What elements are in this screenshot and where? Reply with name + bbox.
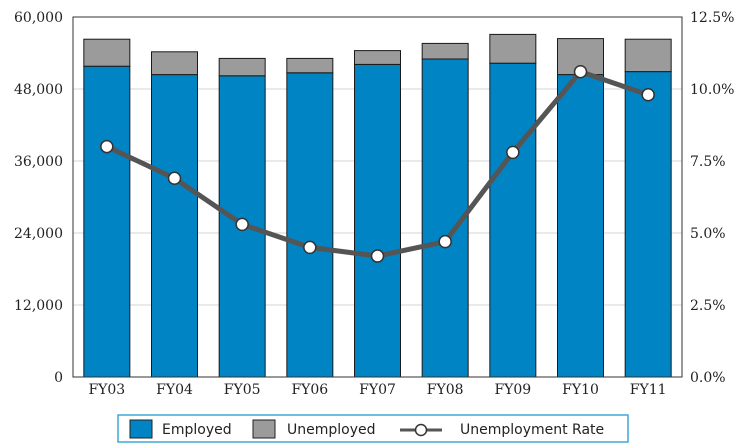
plot-frame xyxy=(72,16,683,378)
rate-line xyxy=(100,64,655,263)
legend-box xyxy=(117,414,629,443)
bar-employed xyxy=(286,72,334,378)
axes xyxy=(72,16,683,378)
x-tick-label: FY09 xyxy=(494,382,531,398)
bar-employed xyxy=(489,62,537,378)
x-tick-label: FY03 xyxy=(88,382,125,398)
bar-unemployed xyxy=(151,51,198,76)
y-left-tick-label: 24,000 xyxy=(14,226,63,242)
legend-label-rate: Unemployment Rate xyxy=(460,422,604,438)
bar-unemployed xyxy=(421,42,469,60)
rate-point xyxy=(303,240,317,255)
rate-point xyxy=(100,139,114,154)
x-tick-label: FY10 xyxy=(562,382,599,398)
x-tick-label: FY11 xyxy=(630,382,667,398)
y-right-tick-label: 2.5% xyxy=(690,298,726,314)
legend-swatch-unemployed xyxy=(252,419,276,439)
x-tick-label: FY07 xyxy=(359,382,396,398)
bar-unemployed xyxy=(489,33,537,64)
bar-employed xyxy=(151,74,198,378)
bar-unemployed xyxy=(624,38,672,73)
y-right-tick-label: 10.0% xyxy=(690,82,734,98)
bar-unemployed xyxy=(286,57,334,74)
bar-employed xyxy=(354,63,401,378)
bars xyxy=(83,33,672,378)
legend-label-unemployed: Unemployed xyxy=(287,422,376,438)
x-tick-label: FY06 xyxy=(291,382,328,398)
y-right-tick-label: 5.0% xyxy=(690,226,726,242)
rate-point xyxy=(438,234,452,249)
rate-point xyxy=(167,171,182,186)
y-left-tick-label: 0 xyxy=(54,370,63,386)
y-left-tick-label: 12,000 xyxy=(14,298,63,314)
rate-point xyxy=(641,88,655,102)
bar-unemployed xyxy=(83,38,131,67)
x-tick-label: FY05 xyxy=(224,382,261,398)
y-left-tick-label: 36,000 xyxy=(14,154,63,170)
rate-point xyxy=(235,217,249,232)
legend-swatch-employed xyxy=(129,419,153,439)
y-left-tick-label: 60,000 xyxy=(14,10,63,26)
x-tick-label: FY08 xyxy=(427,382,464,398)
rate-point xyxy=(573,64,588,79)
rate-point xyxy=(370,249,385,263)
bar-unemployed xyxy=(218,57,266,77)
y-right-tick-label: 7.5% xyxy=(690,154,726,170)
y-right-tick-label: 0.0% xyxy=(690,370,726,386)
y-right-tick-label: 12.5% xyxy=(690,10,734,26)
tick-labels: 0 12,000 24,000 36,000 48,000 60,000 0.0% 2.5% 5… xyxy=(14,10,734,398)
y-left-tick-label: 48,000 xyxy=(14,82,63,98)
x-tick-label: FY04 xyxy=(156,382,193,398)
bar-unemployed xyxy=(354,50,401,65)
legend: Employed Unemployed Unemployment Rate xyxy=(117,414,629,443)
bar-employed xyxy=(624,71,672,378)
legend-marker-icon xyxy=(414,423,428,437)
rate-point xyxy=(506,145,520,160)
bar-employed xyxy=(557,74,604,378)
bar-employed xyxy=(83,65,131,378)
legend-label-employed: Employed xyxy=(162,422,232,438)
